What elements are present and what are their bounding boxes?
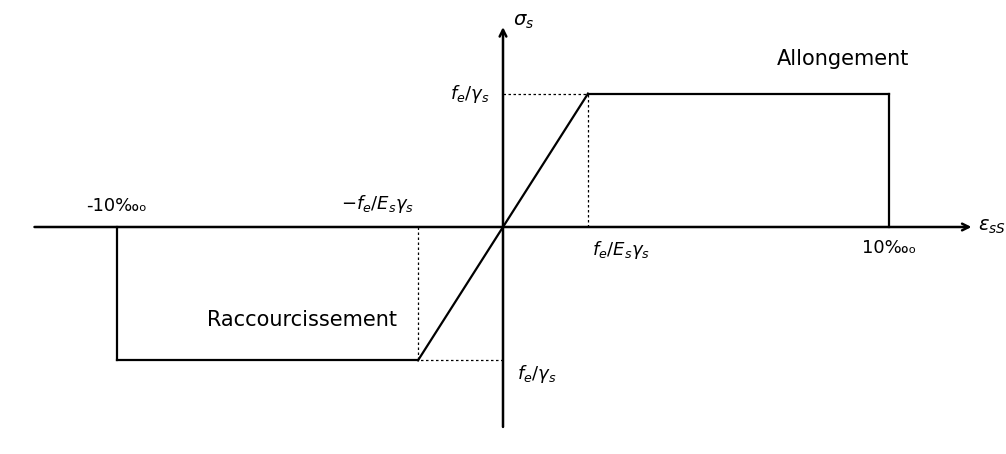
Text: Raccourcissement: Raccourcissement [207,311,397,331]
Text: $f_e/E_s\gamma_s$: $f_e/E_s\gamma_s$ [592,239,650,261]
Text: -10‰ₒ: -10‰ₒ [87,197,147,215]
Text: $-f_e/E_s\gamma_s$: $-f_e/E_s\gamma_s$ [341,193,414,215]
Text: $\varepsilon_{sS}$: $\varepsilon_{sS}$ [978,217,1006,237]
Text: Allongement: Allongement [777,49,909,69]
Text: 10‰ₒ: 10‰ₒ [862,239,916,257]
Text: $\sigma_s$: $\sigma_s$ [513,12,534,31]
Text: $f_e/\gamma_s$: $f_e/\gamma_s$ [516,363,556,385]
Text: $f_e/\gamma_s$: $f_e/\gamma_s$ [450,83,490,104]
